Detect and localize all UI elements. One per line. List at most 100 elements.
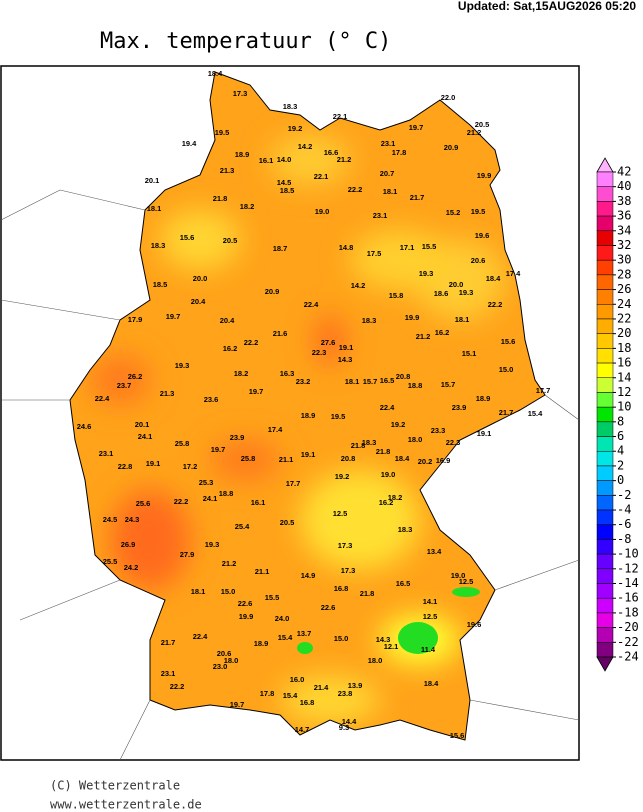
station-value: 19.5 xyxy=(331,412,346,421)
station-value: 19.4 xyxy=(182,139,197,148)
station-value: 17.3 xyxy=(233,89,248,98)
station-value: 18.6 xyxy=(434,289,449,298)
station-value: 18.4 xyxy=(486,274,501,283)
station-value: 16.2 xyxy=(379,498,394,507)
station-value: 18.2 xyxy=(234,369,249,378)
colorbar-box xyxy=(596,553,614,570)
station-value: 25.3 xyxy=(199,478,214,487)
colorbar-tick-label: 4 xyxy=(617,444,624,458)
station-value: 15.7 xyxy=(441,380,456,389)
updated: Updated: Sat,15AUG2026 05:20 xyxy=(458,0,636,13)
station-value: 16.8 xyxy=(300,698,315,707)
station-value: 21.2 xyxy=(467,128,482,137)
colorbar-tick-label: 14 xyxy=(617,370,631,384)
colorbar-tick-label: -6 xyxy=(617,517,631,531)
station-value: 21.1 xyxy=(279,455,294,464)
station-value: 14.1 xyxy=(423,597,438,606)
colorbar-box xyxy=(596,215,614,232)
station-value: 21.7 xyxy=(410,193,425,202)
station-value: 18.0 xyxy=(408,435,423,444)
colorbar-tick-label: -12 xyxy=(617,561,639,575)
station-value: 21.2 xyxy=(337,155,352,164)
colorbar-tick-label: -4 xyxy=(617,503,631,517)
station-value: 19.0 xyxy=(451,571,466,580)
copyright: (C) Wetterzentrale xyxy=(50,779,180,793)
station-value: 20.5 xyxy=(223,236,238,245)
station-value: 19.7 xyxy=(211,445,226,454)
station-value: 15.4 xyxy=(278,633,293,642)
station-value: 9.3 xyxy=(339,723,349,732)
colorbar-tick-label: 34 xyxy=(617,223,631,237)
station-value: 23.9 xyxy=(230,433,245,442)
station-value: 21.8 xyxy=(213,194,228,203)
station-value: 15.1 xyxy=(462,349,477,358)
station-value: 18.1 xyxy=(455,315,470,324)
station-value: 23.1 xyxy=(373,211,388,220)
station-value: 20.8 xyxy=(341,454,356,463)
station-value: 19.3 xyxy=(459,288,474,297)
colorbar-box xyxy=(596,436,614,452)
station-value: 15.4 xyxy=(283,691,298,700)
station-value: 13.7 xyxy=(297,629,312,638)
station-value: 18.2 xyxy=(388,493,403,502)
station-value: 17.4 xyxy=(506,269,521,278)
colorbar-box xyxy=(596,524,614,540)
colorbar: 424038363432302826242220181614121086420-… xyxy=(596,157,639,672)
station-value: 19.7 xyxy=(409,123,424,132)
colorbar-tick-label: -22 xyxy=(617,635,639,649)
station-value: 19.2 xyxy=(288,124,303,133)
colorbar-box xyxy=(596,333,614,349)
station-value: 14.3 xyxy=(376,635,391,644)
station-value: 13.4 xyxy=(427,547,442,556)
colorbar-box xyxy=(596,274,614,290)
station-value: 25.8 xyxy=(241,454,256,463)
colorbar-box xyxy=(596,597,614,614)
station-value: 25.6 xyxy=(136,499,151,508)
station-value: 13.9 xyxy=(348,681,363,690)
station-value: 17.7 xyxy=(536,386,551,395)
station-value: 21.7 xyxy=(161,638,176,647)
station-value: 19.7 xyxy=(230,700,245,709)
station-value: 17.8 xyxy=(392,148,407,157)
station-value: 18.9 xyxy=(301,411,316,420)
station-value: 11.4 xyxy=(421,645,436,654)
colorbar-box xyxy=(596,495,614,511)
colorbar-tick-label: -20 xyxy=(617,620,639,634)
station-value: 19.1 xyxy=(146,459,161,468)
colorbar-box xyxy=(596,480,614,496)
colorbar-tick-label: 24 xyxy=(617,297,631,311)
station-value: 23.3 xyxy=(431,426,446,435)
colorbar-tick-label: 36 xyxy=(617,209,631,223)
station-value: 18.0 xyxy=(368,656,383,665)
station-value: 17.2 xyxy=(183,462,198,471)
station-value: 20.2 xyxy=(418,457,433,466)
station-value: 16.8 xyxy=(334,584,349,593)
station-value: 19.5 xyxy=(471,207,486,216)
station-value: 18.3 xyxy=(398,525,413,534)
station-value: 20.1 xyxy=(135,420,150,429)
station-value: 25.5 xyxy=(103,557,118,566)
colorbar-box xyxy=(596,245,614,261)
station-value: 14.0 xyxy=(277,155,292,164)
colorbar-box xyxy=(596,465,614,481)
station-value: 15.7 xyxy=(363,377,378,386)
stations: 18.4 17.3 18.3 22.1 22.0 20.5 19.7 21.2 19.5 19.2… xyxy=(77,69,551,740)
station-value: 19.0 xyxy=(381,470,396,479)
station-value: 19.1 xyxy=(339,343,354,352)
colorbar-box xyxy=(596,539,614,555)
colorbar-tick-label: 10 xyxy=(617,400,631,414)
station-value: 19.5 xyxy=(215,128,230,137)
station-value: 21.3 xyxy=(220,166,235,175)
station-value: 23.9 xyxy=(452,403,467,412)
colorbar-box xyxy=(596,289,614,305)
station-value: 17.1 xyxy=(400,243,415,252)
colorbar-tick-label: -18 xyxy=(617,605,639,619)
station-value: 22.2 xyxy=(348,185,363,194)
station-value: 15.6 xyxy=(450,731,465,740)
station-value: 22.3 xyxy=(312,348,327,357)
station-value: 18.8 xyxy=(408,381,423,390)
station-value: 22.1 xyxy=(333,112,348,121)
station-value: 15.0 xyxy=(499,365,514,374)
station-value: 15.8 xyxy=(389,291,404,300)
